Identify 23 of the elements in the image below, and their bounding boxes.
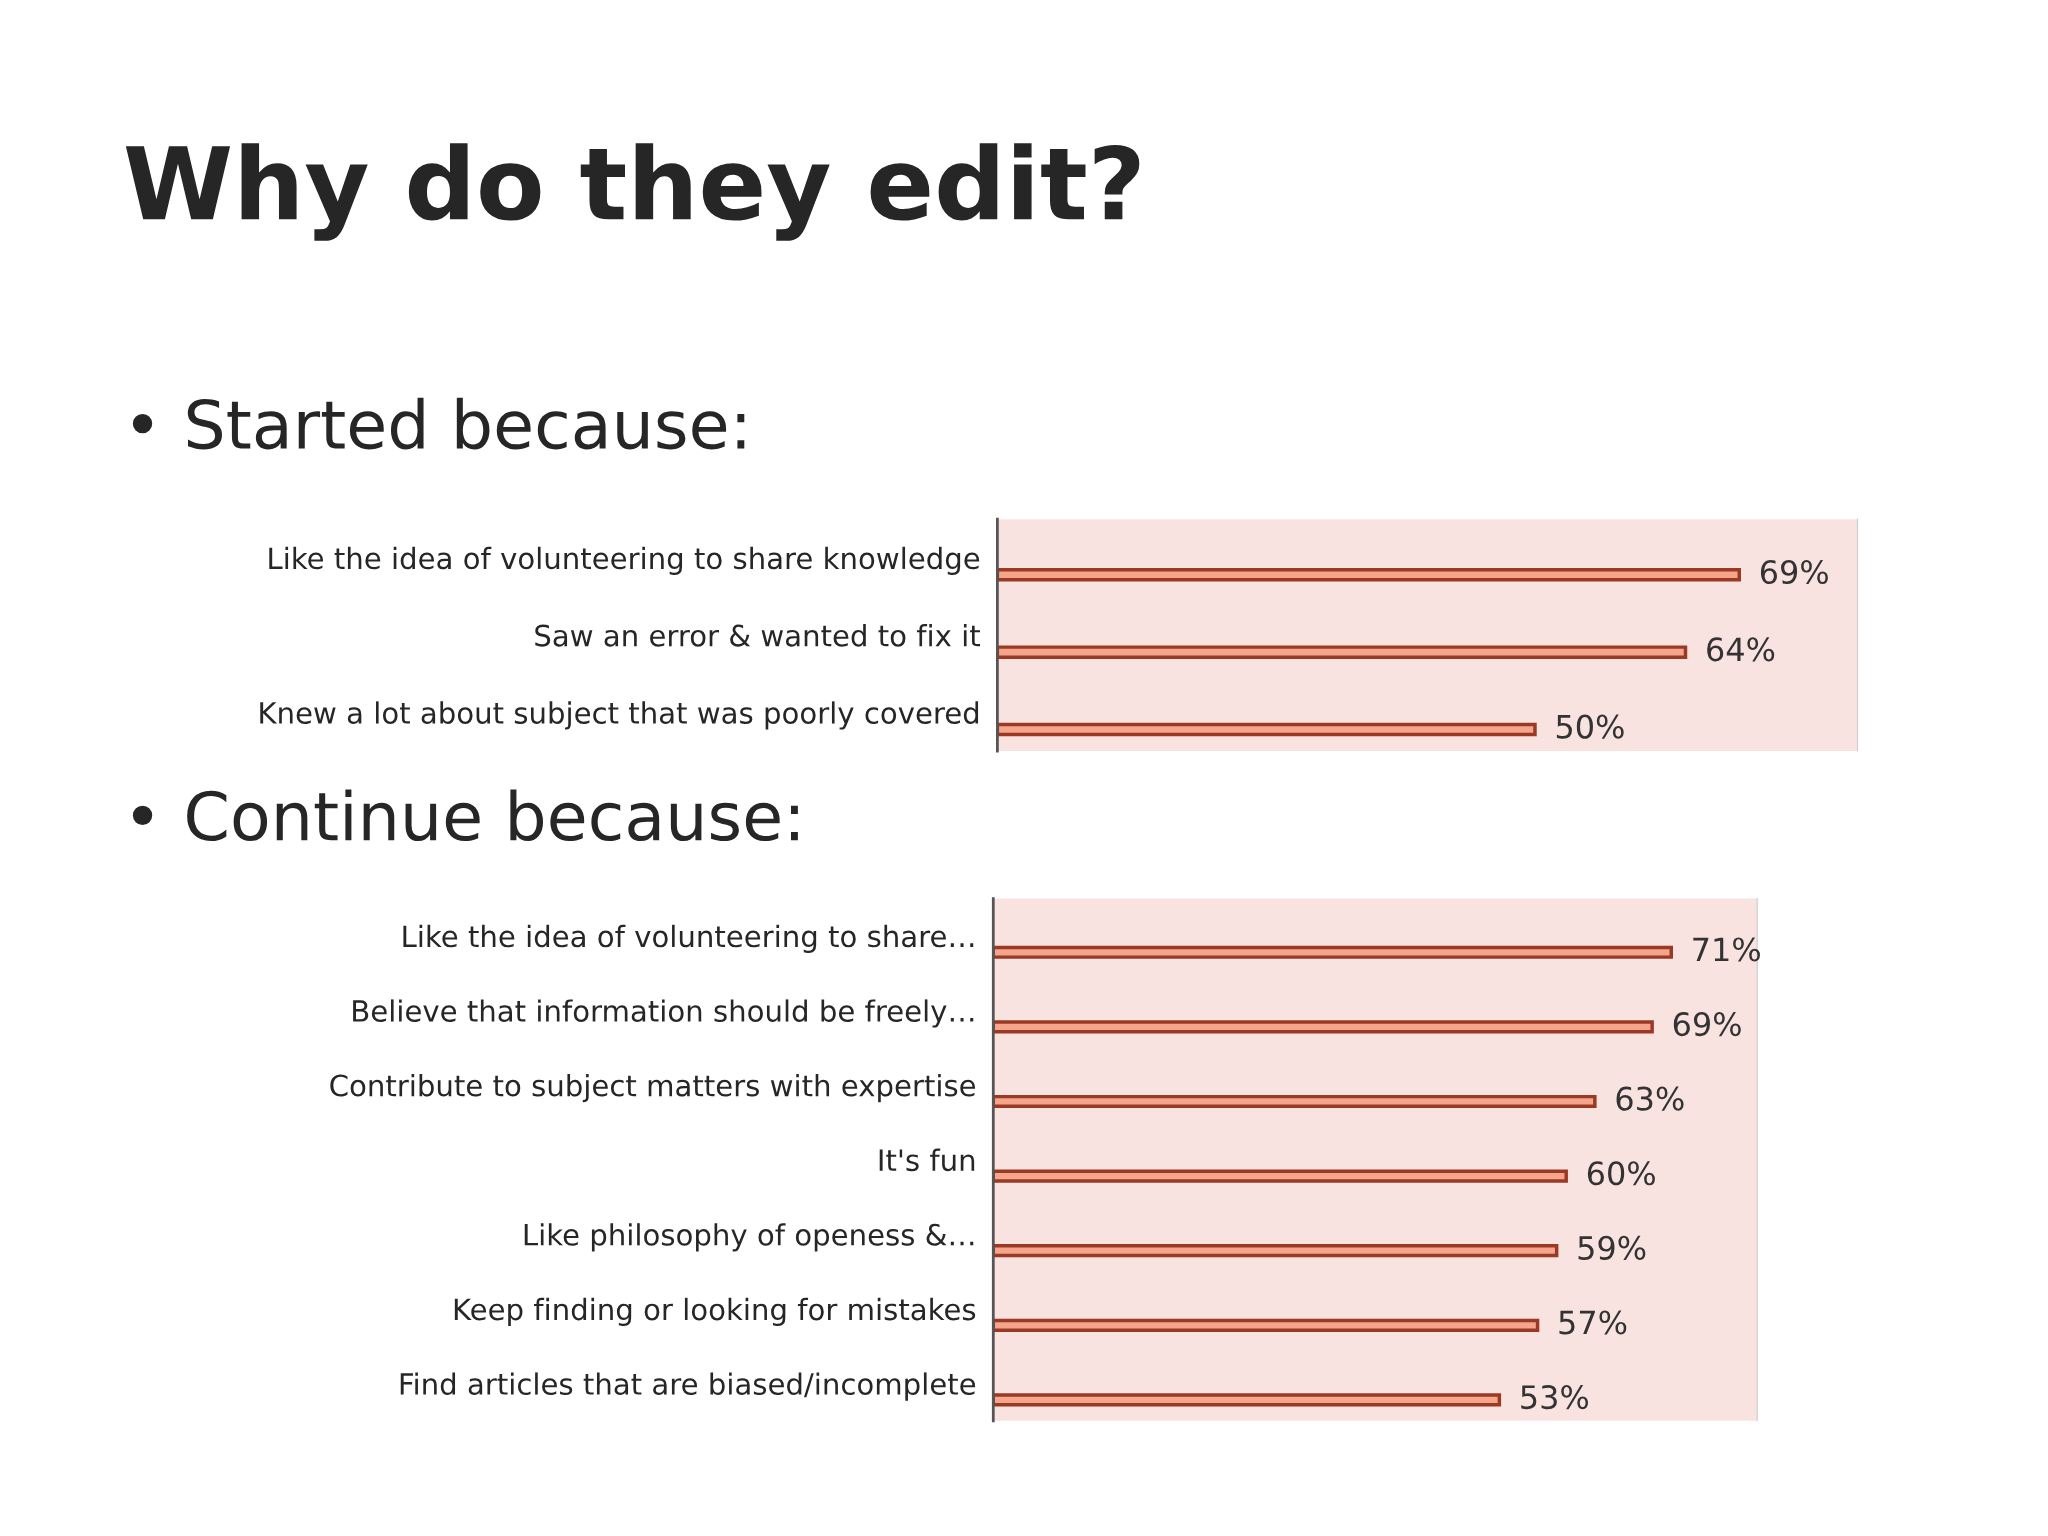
data-label: 64% — [1707, 637, 1775, 662]
y-tick-label: It's fun — [879, 1148, 975, 1172]
data-label: 69% — [1760, 559, 1828, 585]
y-tick-label: Contribute to subject matters with expertise — [330, 1073, 976, 1103]
y-tick-label: Knew a lot about subject that was poorly covered — [260, 701, 979, 730]
chart-title: • Continue because: — [132, 789, 798, 842]
y-tick-label: Believe that information should be freely… — [353, 999, 974, 1028]
y-tick-label: Saw an error & wanted to fix it — [535, 624, 981, 647]
data-label: 57% — [1559, 1310, 1627, 1335]
data-label: 71% — [1693, 937, 1760, 962]
text: • Started because: — [132, 397, 745, 450]
data-label: 50% — [1556, 714, 1624, 739]
data-label: 53% — [1521, 1385, 1589, 1410]
chart-title: Why do they edit? — [125, 143, 1140, 241]
data-label: 63% — [1616, 1086, 1684, 1111]
data-label: 59% — [1578, 1235, 1646, 1260]
y-tick-label: Like philosophy of openess &… — [524, 1223, 974, 1252]
y-tick-label: Keep finding or looking for mistakes — [454, 1297, 976, 1327]
y-tick-label: Find articles that are biased/incomplete — [400, 1372, 976, 1401]
data-label: 60% — [1587, 1161, 1655, 1186]
y-tick-label: Like the idea of volunteering to share knowledge — [269, 546, 980, 575]
data-label: 69% — [1673, 1011, 1741, 1037]
y-tick-label: Like the idea of volunteering to share… — [403, 924, 974, 954]
